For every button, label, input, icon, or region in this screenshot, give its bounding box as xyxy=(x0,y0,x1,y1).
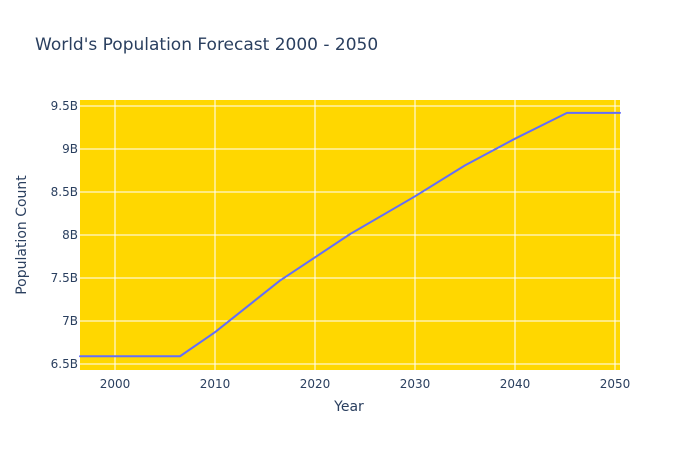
x-tick-label: 2020 xyxy=(300,377,331,391)
y-tick-label: 7B xyxy=(62,314,78,328)
y-tick-label: 7.5B xyxy=(51,271,78,285)
y-tick-label: 9B xyxy=(62,142,78,156)
x-tick-label: 2050 xyxy=(600,377,631,391)
series-lines xyxy=(79,111,621,358)
y-tick-label: 9.5B xyxy=(51,99,78,113)
chart-title: World's Population Forecast 2000 - 2050 xyxy=(35,35,378,55)
y-tick-label: 8.5B xyxy=(51,185,78,199)
x-tick-label: 2000 xyxy=(100,377,131,391)
y-tick-label: 8B xyxy=(62,228,78,242)
series-line xyxy=(79,111,621,358)
y-tick-label: 6.5B xyxy=(51,357,78,371)
x-tick-label: 2030 xyxy=(400,377,431,391)
y-axis-title: Population Count xyxy=(14,175,30,295)
tick-labels: 2000 2010 2020 2030 2040 2050 6.5B 7B 7.5B 8B 8.5B… xyxy=(51,99,631,391)
x-tick-label: 2010 xyxy=(200,377,231,391)
x-tick-label: 2040 xyxy=(500,377,531,391)
x-axis-title: Year xyxy=(333,399,364,415)
